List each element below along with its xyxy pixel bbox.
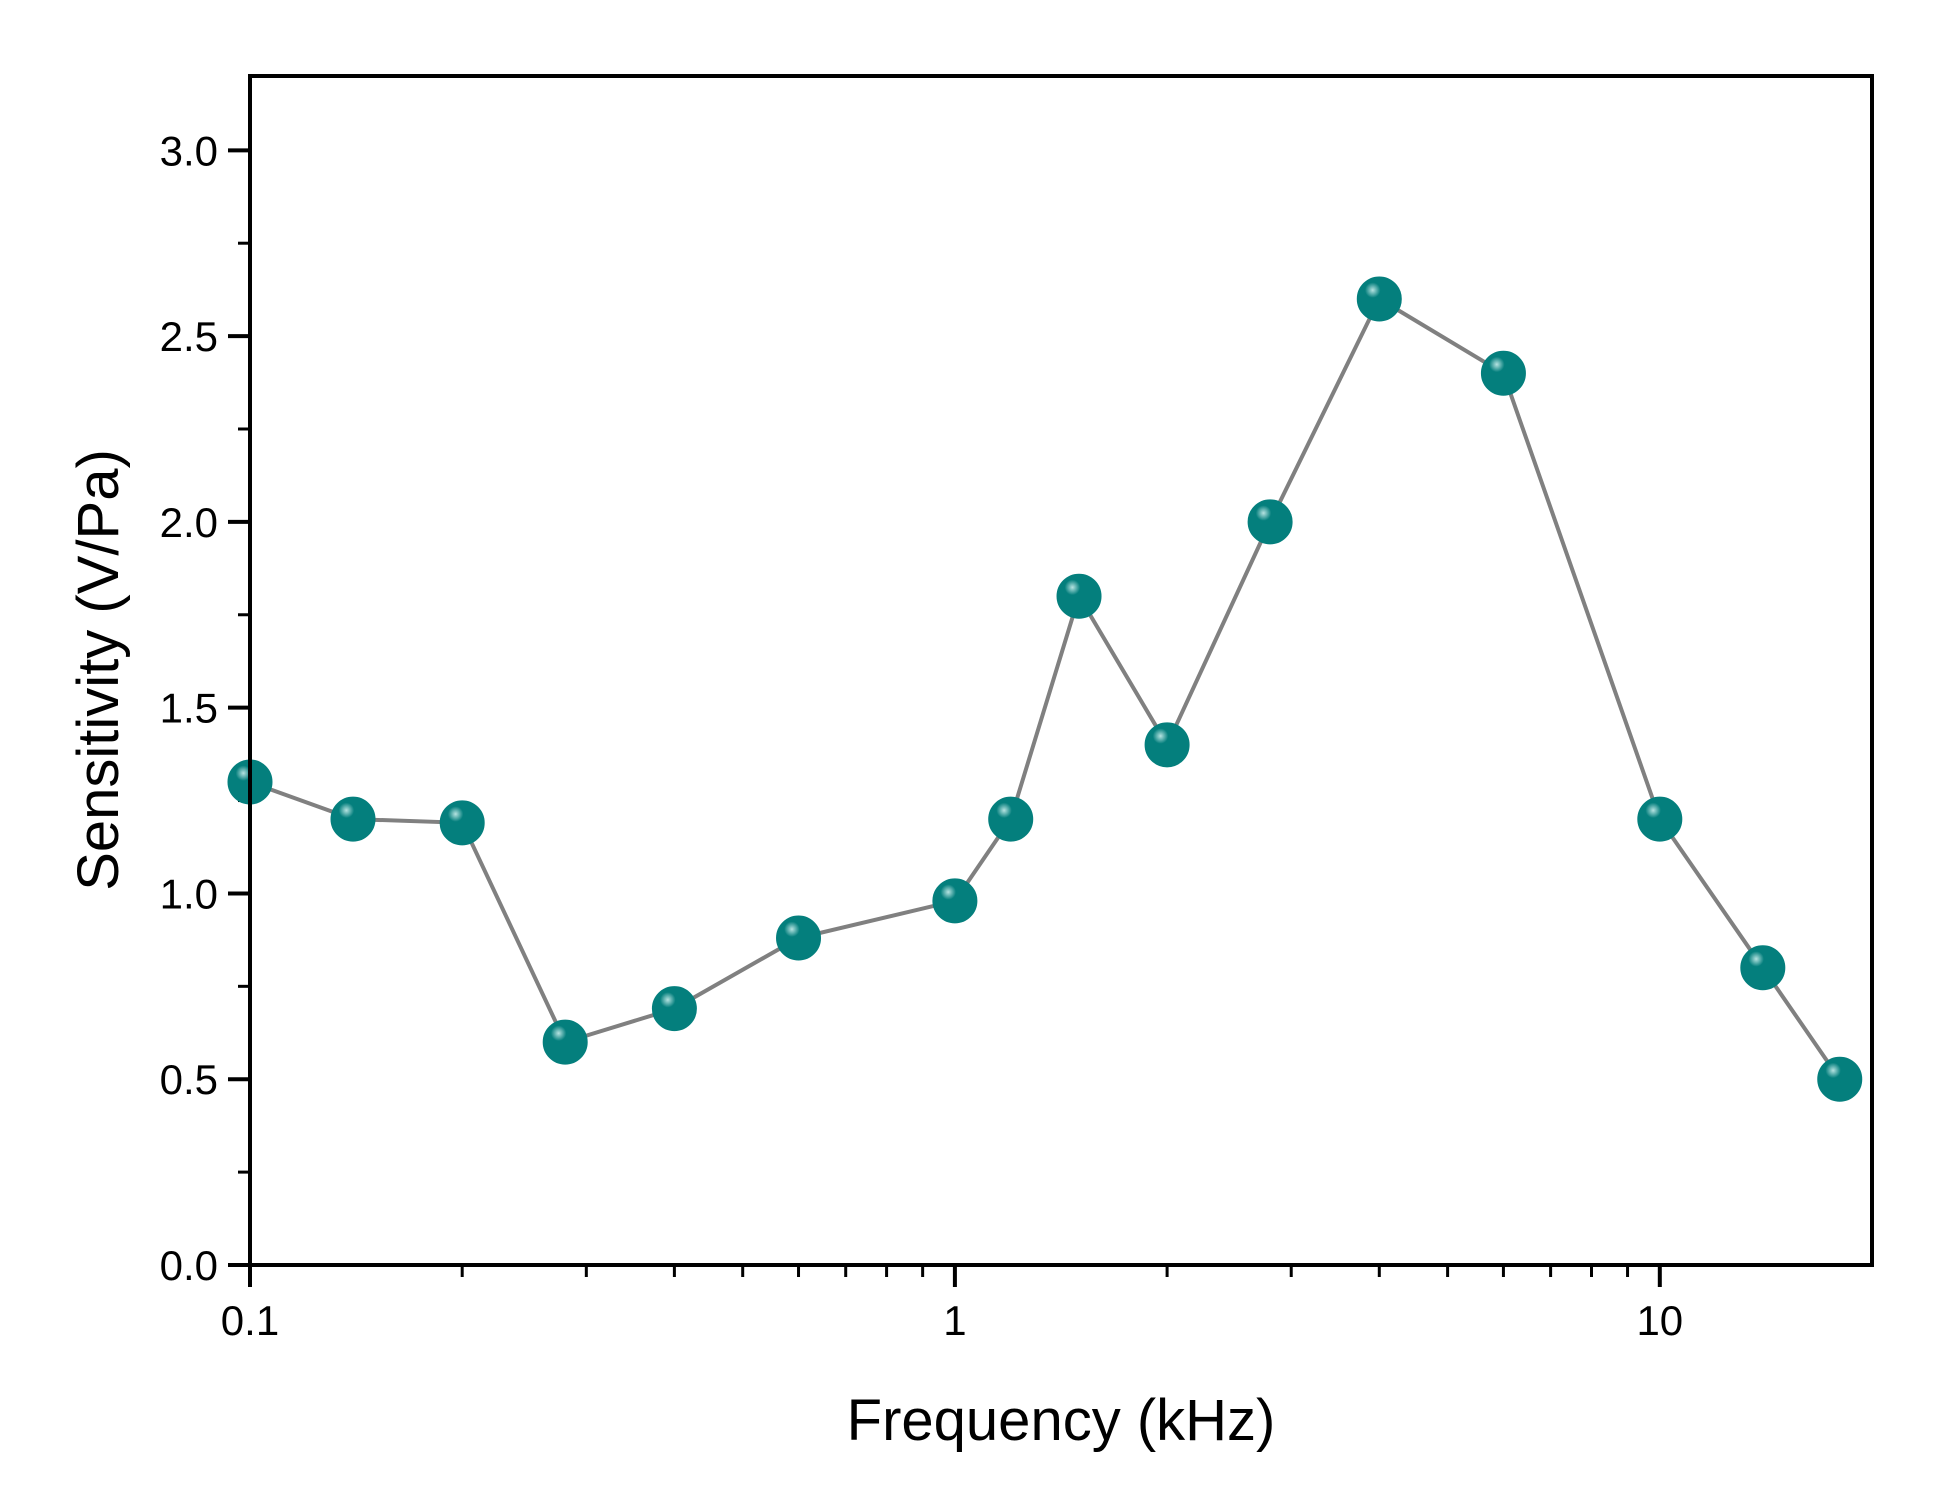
y-tick-label: 1.5 bbox=[160, 685, 218, 732]
data-point bbox=[988, 796, 1034, 842]
data-point bbox=[330, 796, 376, 842]
data-point bbox=[932, 878, 978, 924]
tick-labels: 0.1 1 10 0.0 0.5 1.0 1.5 2.0 2.5 3.0 bbox=[160, 127, 1684, 1344]
y-tick-label: 2.0 bbox=[160, 499, 218, 546]
data-point bbox=[1817, 1056, 1863, 1102]
x-axis-label: Frequency (kHz) bbox=[847, 1388, 1276, 1453]
data-point bbox=[1480, 350, 1526, 396]
data-point bbox=[1247, 499, 1293, 545]
y-axis-label: Sensitivity (V/Pa) bbox=[66, 449, 131, 891]
data-point bbox=[1056, 573, 1102, 619]
x-tick-label: 1 bbox=[943, 1297, 966, 1344]
data-point bbox=[1637, 796, 1683, 842]
y-tick-label: 0.5 bbox=[160, 1056, 218, 1103]
data-point bbox=[439, 800, 485, 846]
axis-ticks bbox=[228, 148, 1662, 1287]
y-tick-label: 0.0 bbox=[160, 1242, 218, 1289]
data-point bbox=[1356, 276, 1402, 322]
y-tick-label: 2.5 bbox=[160, 313, 218, 360]
data-point bbox=[651, 986, 697, 1032]
x-tick-label: 10 bbox=[1636, 1297, 1683, 1344]
plot-frame bbox=[248, 74, 1874, 1267]
series-line bbox=[249, 296, 1842, 1081]
data-markers bbox=[227, 276, 1863, 1102]
x-tick-label: 0.1 bbox=[221, 1297, 279, 1344]
data-point bbox=[1740, 945, 1786, 991]
series-line-group bbox=[249, 296, 1842, 1081]
y-tick-label: 1.0 bbox=[160, 870, 218, 917]
data-point bbox=[542, 1019, 588, 1065]
data-point bbox=[1144, 722, 1190, 768]
data-point bbox=[776, 915, 822, 961]
y-tick-label: 3.0 bbox=[160, 127, 218, 174]
